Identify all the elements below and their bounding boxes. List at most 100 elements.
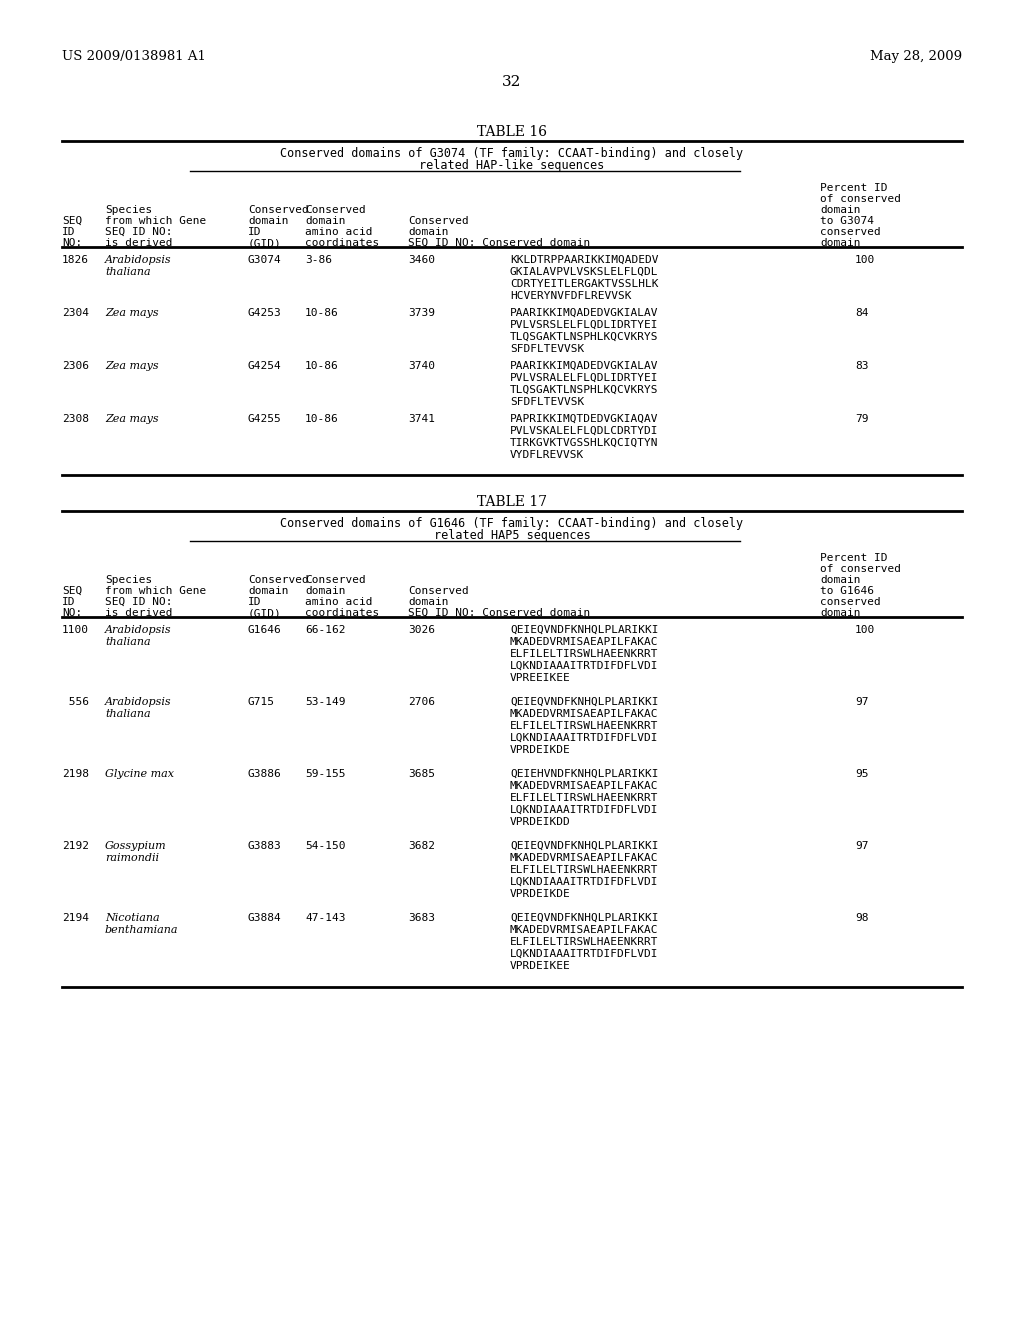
Text: QEIEQVNDFKNHQLPLARIKKI: QEIEQVNDFKNHQLPLARIKKI <box>510 913 658 923</box>
Text: ID: ID <box>248 597 261 607</box>
Text: TLQSGAKTLNSPHLKQCVKRYS: TLQSGAKTLNSPHLKQCVKRYS <box>510 333 658 342</box>
Text: 97: 97 <box>855 697 868 708</box>
Text: PVLVSRALELFLQDLIDRTYEI: PVLVSRALELFLQDLIDRTYEI <box>510 374 658 383</box>
Text: from which Gene: from which Gene <box>105 586 206 597</box>
Text: 1100: 1100 <box>62 624 89 635</box>
Text: TLQSGAKTLNSPHLKQCVKRYS: TLQSGAKTLNSPHLKQCVKRYS <box>510 385 658 395</box>
Text: KKLDTRPPAARIKKIMQADEDV: KKLDTRPPAARIKKIMQADEDV <box>510 255 658 265</box>
Text: raimondii: raimondii <box>105 853 159 863</box>
Text: MKADEDVRMISAEAPILFAKAC: MKADEDVRMISAEAPILFAKAC <box>510 781 658 791</box>
Text: HCVERYNVFDFLREVVSK: HCVERYNVFDFLREVVSK <box>510 290 632 301</box>
Text: coordinates: coordinates <box>305 238 379 248</box>
Text: to G1646: to G1646 <box>820 586 874 597</box>
Text: 79: 79 <box>855 414 868 424</box>
Text: 10-86: 10-86 <box>305 414 339 424</box>
Text: 95: 95 <box>855 770 868 779</box>
Text: 66-162: 66-162 <box>305 624 345 635</box>
Text: from which Gene: from which Gene <box>105 216 206 226</box>
Text: 98: 98 <box>855 913 868 923</box>
Text: G1646: G1646 <box>248 624 282 635</box>
Text: 53-149: 53-149 <box>305 697 345 708</box>
Text: VPRDEIKDD: VPRDEIKDD <box>510 817 570 828</box>
Text: GKIALAVPVLVSKSLELFLQDL: GKIALAVPVLVSKSLELFLQDL <box>510 267 658 277</box>
Text: 3685: 3685 <box>408 770 435 779</box>
Text: 2706: 2706 <box>408 697 435 708</box>
Text: G3074: G3074 <box>248 255 282 265</box>
Text: 3741: 3741 <box>408 414 435 424</box>
Text: thaliana: thaliana <box>105 709 151 719</box>
Text: 97: 97 <box>855 841 868 851</box>
Text: ID: ID <box>62 597 76 607</box>
Text: NO:: NO: <box>62 609 82 618</box>
Text: Conserved: Conserved <box>248 205 309 215</box>
Text: to G3074: to G3074 <box>820 216 874 226</box>
Text: Conserved domains of G3074 (TF family: CCAAT-binding) and closely: Conserved domains of G3074 (TF family: C… <box>281 147 743 160</box>
Text: Zea mays: Zea mays <box>105 308 159 318</box>
Text: VPREEIKEE: VPREEIKEE <box>510 673 570 682</box>
Text: 3460: 3460 <box>408 255 435 265</box>
Text: coordinates: coordinates <box>305 609 379 618</box>
Text: VPRDEIKEE: VPRDEIKEE <box>510 961 570 972</box>
Text: G3884: G3884 <box>248 913 282 923</box>
Text: QEIEQVNDFKNHQLPLARIKKI: QEIEQVNDFKNHQLPLARIKKI <box>510 841 658 851</box>
Text: QEIEQVNDFKNHQLPLARIKKI: QEIEQVNDFKNHQLPLARIKKI <box>510 624 658 635</box>
Text: Conserved domains of G1646 (TF family: CCAAT-binding) and closely: Conserved domains of G1646 (TF family: C… <box>281 517 743 531</box>
Text: TABLE 16: TABLE 16 <box>477 125 547 139</box>
Text: 10-86: 10-86 <box>305 360 339 371</box>
Text: Arabidopsis: Arabidopsis <box>105 255 172 265</box>
Text: TIRKGVKTVGSSHLKQCIQTYN: TIRKGVKTVGSSHLKQCIQTYN <box>510 438 658 447</box>
Text: 100: 100 <box>855 255 876 265</box>
Text: QEIEHVNDFKNHQLPLARIKKI: QEIEHVNDFKNHQLPLARIKKI <box>510 770 658 779</box>
Text: PAPRIKKIMQTDEDVGKIAQAV: PAPRIKKIMQTDEDVGKIAQAV <box>510 414 658 424</box>
Text: G4253: G4253 <box>248 308 282 318</box>
Text: 3026: 3026 <box>408 624 435 635</box>
Text: 3-86: 3-86 <box>305 255 332 265</box>
Text: ID: ID <box>248 227 261 238</box>
Text: related HAP-like sequences: related HAP-like sequences <box>420 158 604 172</box>
Text: (GID): (GID) <box>248 238 282 248</box>
Text: 3739: 3739 <box>408 308 435 318</box>
Text: SEQ: SEQ <box>62 216 82 226</box>
Text: related HAP5 sequences: related HAP5 sequences <box>433 529 591 543</box>
Text: 3682: 3682 <box>408 841 435 851</box>
Text: Glycine max: Glycine max <box>105 770 174 779</box>
Text: Zea mays: Zea mays <box>105 360 159 371</box>
Text: 3740: 3740 <box>408 360 435 371</box>
Text: G4255: G4255 <box>248 414 282 424</box>
Text: PAARIKKIMQADEDVGKIALAV: PAARIKKIMQADEDVGKIALAV <box>510 360 658 371</box>
Text: Conserved: Conserved <box>305 205 366 215</box>
Text: domain: domain <box>305 216 345 226</box>
Text: LQKNDIAAAITRTDIFDFLVDI: LQKNDIAAAITRTDIFDFLVDI <box>510 733 658 743</box>
Text: Arabidopsis: Arabidopsis <box>105 624 172 635</box>
Text: LQKNDIAAAITRTDIFDFLVDI: LQKNDIAAAITRTDIFDFLVDI <box>510 805 658 814</box>
Text: 47-143: 47-143 <box>305 913 345 923</box>
Text: Species: Species <box>105 205 153 215</box>
Text: 2304: 2304 <box>62 308 89 318</box>
Text: PVLVSKALELFLQDLCDRTYDI: PVLVSKALELFLQDLCDRTYDI <box>510 426 658 436</box>
Text: domain: domain <box>305 586 345 597</box>
Text: MKADEDVRMISAEAPILFAKAC: MKADEDVRMISAEAPILFAKAC <box>510 709 658 719</box>
Text: is derived: is derived <box>105 238 172 248</box>
Text: domain: domain <box>820 238 860 248</box>
Text: SEQ ID NO: Conserved domain: SEQ ID NO: Conserved domain <box>408 609 590 618</box>
Text: 100: 100 <box>855 624 876 635</box>
Text: ELFILELTIRSWLHAEENKRRT: ELFILELTIRSWLHAEENKRRT <box>510 721 658 731</box>
Text: 1826: 1826 <box>62 255 89 265</box>
Text: 3683: 3683 <box>408 913 435 923</box>
Text: PVLVSRSLELFLQDLIDRTYEI: PVLVSRSLELFLQDLIDRTYEI <box>510 319 658 330</box>
Text: MKADEDVRMISAEAPILFAKAC: MKADEDVRMISAEAPILFAKAC <box>510 925 658 935</box>
Text: domain: domain <box>820 205 860 215</box>
Text: Zea mays: Zea mays <box>105 414 159 424</box>
Text: 10-86: 10-86 <box>305 308 339 318</box>
Text: G715: G715 <box>248 697 275 708</box>
Text: VYDFLREVVSK: VYDFLREVVSK <box>510 450 585 459</box>
Text: SEQ ID NO: Conserved domain: SEQ ID NO: Conserved domain <box>408 238 590 248</box>
Text: Conserved: Conserved <box>408 216 469 226</box>
Text: 2192: 2192 <box>62 841 89 851</box>
Text: domain: domain <box>248 216 289 226</box>
Text: 54-150: 54-150 <box>305 841 345 851</box>
Text: amino acid: amino acid <box>305 597 373 607</box>
Text: Percent ID: Percent ID <box>820 183 888 193</box>
Text: domain: domain <box>408 227 449 238</box>
Text: May 28, 2009: May 28, 2009 <box>869 50 962 63</box>
